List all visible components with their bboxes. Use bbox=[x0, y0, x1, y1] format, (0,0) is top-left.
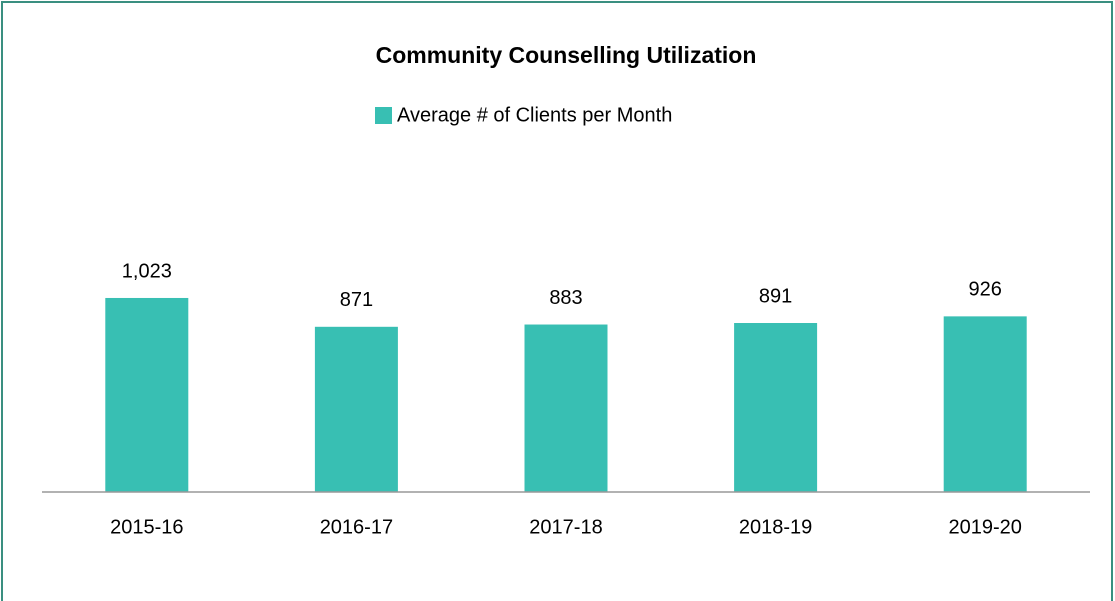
legend-swatch bbox=[375, 107, 392, 124]
data-label: 926 bbox=[969, 279, 1002, 301]
bar bbox=[314, 326, 398, 492]
data-label: 871 bbox=[340, 289, 373, 311]
x-tick-label: 2019-20 bbox=[948, 516, 1021, 538]
data-label: 883 bbox=[549, 287, 582, 309]
legend-label: Average # of Clients per Month bbox=[397, 104, 672, 126]
bar bbox=[105, 297, 189, 492]
x-tick-label: 2016-17 bbox=[320, 516, 393, 538]
x-tick-label: 2018-19 bbox=[739, 516, 812, 538]
bar bbox=[734, 323, 818, 492]
bar bbox=[524, 324, 608, 492]
data-label: 1,023 bbox=[122, 260, 172, 282]
bar bbox=[943, 316, 1027, 492]
data-label: 891 bbox=[759, 285, 792, 307]
x-tick-label: 2017-18 bbox=[529, 516, 602, 538]
x-tick-label: 2015-16 bbox=[110, 516, 183, 538]
chart-title: Community Counselling Utilization bbox=[376, 42, 757, 68]
